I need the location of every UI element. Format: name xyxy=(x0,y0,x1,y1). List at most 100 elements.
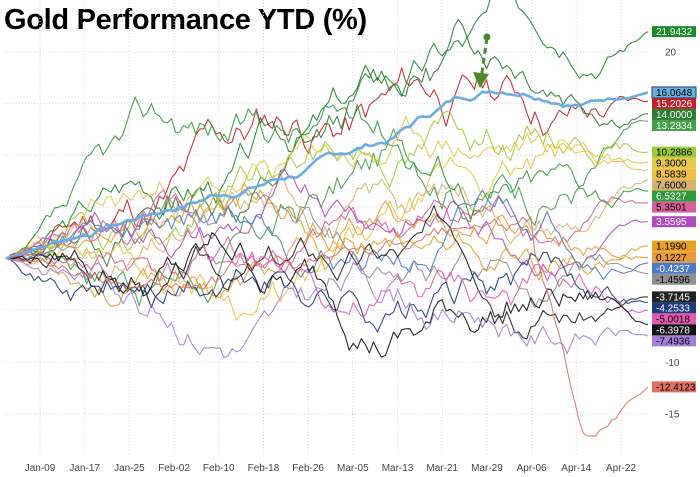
end-label-group: 6.5327 xyxy=(652,190,696,203)
end-label-text: 7.6000 xyxy=(656,181,687,192)
end-label-badge xyxy=(652,313,696,325)
end-label-group: 16.0648 xyxy=(651,86,697,99)
end-label-badge xyxy=(652,190,696,202)
x-tick-label: Apr-14 xyxy=(561,463,591,474)
end-label-group: -1.4596 xyxy=(652,273,696,286)
end-label-text: 13.2834 xyxy=(656,121,693,132)
series-line-21_9432 xyxy=(5,0,649,260)
end-label-text: -1.4596 xyxy=(656,275,690,286)
end-label-group: 7.6000 xyxy=(652,179,696,192)
end-label-group: -7.4936 xyxy=(652,335,696,347)
end-label-group: 21.9432 xyxy=(652,26,696,38)
end-label-group: -12.4123 xyxy=(652,381,696,393)
end-label-text: 16.0648 xyxy=(656,88,693,99)
y-tick-label: 20 xyxy=(665,48,677,59)
end-label-group: 5.3501 xyxy=(652,201,696,214)
end-label-badge xyxy=(652,251,696,263)
end-label-badge xyxy=(652,168,696,180)
end-label-text: 9.3000 xyxy=(656,159,687,170)
end-label-text: 1.1990 xyxy=(656,242,687,253)
end-label-badge xyxy=(652,97,696,109)
end-label-text: -0.4237 xyxy=(656,264,690,275)
x-tick-label: Jan-09 xyxy=(25,463,56,474)
annotation-arrow-dot xyxy=(483,33,491,41)
end-label-badge xyxy=(652,157,696,169)
end-label-text: -6.3978 xyxy=(656,325,690,336)
series-line-8_5839 xyxy=(5,141,649,321)
end-label-text: -12.4123 xyxy=(656,382,696,393)
end-label-badge xyxy=(652,262,696,274)
end-label-badge xyxy=(652,216,696,228)
x-tick-label: Mar-05 xyxy=(337,463,369,474)
end-label-badge xyxy=(652,119,696,131)
annotation-arrow-head xyxy=(472,72,489,88)
end-label-badge xyxy=(652,335,696,347)
end-label-group: 14.0000 xyxy=(652,108,696,121)
end-label-group: 10.2886 xyxy=(652,146,696,159)
end-label-badge xyxy=(652,179,696,191)
end-label-group: 1.1990 xyxy=(652,240,696,253)
end-label-group: -4.2533 xyxy=(652,302,696,314)
x-tick-label: Jan-17 xyxy=(69,463,100,474)
end-label-text: 21.9432 xyxy=(656,27,693,38)
series-line-0_1227 xyxy=(5,200,649,307)
x-tick-label: Apr-22 xyxy=(606,463,636,474)
end-label-group: -5.0018 xyxy=(652,313,696,325)
x-tick-label: Feb-26 xyxy=(292,463,324,474)
x-tick-label: Mar-29 xyxy=(471,463,503,474)
end-label-group: 13.2834 xyxy=(652,119,696,132)
end-label-badge xyxy=(652,201,696,213)
series-line-5_3501 xyxy=(5,194,649,282)
x-tick-label: Feb-02 xyxy=(158,463,190,474)
end-label-text: -5.0018 xyxy=(656,314,690,325)
x-axis: Jan-09 Jan-17 Jan-25 Feb-02 Feb-10 Feb-18 Feb-… xyxy=(25,463,637,474)
end-label-text: 15.2026 xyxy=(656,99,693,110)
end-label-badge xyxy=(652,324,696,336)
end-label-text: -3.7145 xyxy=(656,292,690,303)
end-label-badge xyxy=(652,26,696,38)
x-tick-label: Apr-06 xyxy=(517,463,547,474)
x-tick-label: Feb-18 xyxy=(248,463,280,474)
x-tick-label: Jan-25 xyxy=(114,463,145,474)
end-label-badge xyxy=(652,240,696,252)
x-tick-label: Mar-13 xyxy=(382,463,414,474)
end-label-text: 0.1227 xyxy=(656,253,687,264)
end-label-group: 9.3000 xyxy=(652,157,696,170)
end-label-text: 6.5327 xyxy=(656,192,687,203)
end-label-badge xyxy=(652,108,696,120)
end-label-text: 10.2886 xyxy=(656,148,693,159)
end-label-badge xyxy=(652,291,696,303)
series-line-16_0648 xyxy=(5,90,649,260)
series-layer xyxy=(5,0,649,437)
end-label-badge xyxy=(652,302,696,314)
chart-title: Gold Performance YTD (%) xyxy=(4,4,367,36)
end-label-group: 3.5595 xyxy=(652,216,696,228)
end-label-group: -3.7145 xyxy=(652,291,696,303)
series-line--3_7145 xyxy=(5,204,648,340)
end-label-badge xyxy=(652,381,696,393)
y-tick-label: -15 xyxy=(665,410,680,421)
y-tick-label: -10 xyxy=(665,358,680,369)
series-line-9_3000 xyxy=(5,115,649,260)
series-line--6_3978 xyxy=(5,232,649,358)
end-label-text: 8.5839 xyxy=(656,170,687,181)
series-line--12_4123 xyxy=(5,216,649,437)
end-label-group: -0.4237 xyxy=(652,262,696,275)
end-label-badge xyxy=(652,273,696,285)
end-label-group: 15.2026 xyxy=(652,97,696,110)
end-label-group: 8.5839 xyxy=(652,168,696,181)
x-tick-label: Mar-21 xyxy=(426,463,458,474)
end-label-text: 14.0000 xyxy=(656,110,693,121)
end-label-text: 5.3501 xyxy=(656,203,687,214)
end-label-text: -7.4936 xyxy=(656,336,690,347)
end-label-text: 3.5595 xyxy=(656,217,687,228)
series-line--0_4237 xyxy=(5,189,649,280)
end-label-badge xyxy=(652,146,696,158)
series-line-3_5595 xyxy=(5,168,649,277)
series-line--7_4936 xyxy=(5,257,649,359)
annotation-arrow-shaft xyxy=(479,37,489,81)
annotation-arrow xyxy=(472,33,491,88)
end-label-group: -6.3978 xyxy=(652,324,696,336)
series-line-6_5327 xyxy=(5,96,649,260)
